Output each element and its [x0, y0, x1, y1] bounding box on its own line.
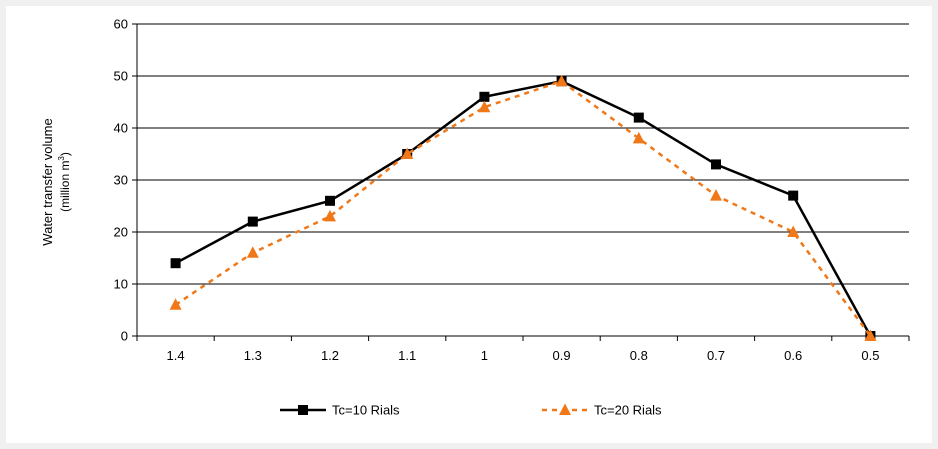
series-line [174, 79, 872, 337]
gridlines [137, 23, 909, 285]
data-point [632, 131, 645, 144]
data-point [324, 209, 336, 222]
series-2 [169, 74, 877, 341]
x-tick-label: 0.8 [630, 348, 648, 363]
legend-label: Tc=10 Rials [332, 403, 400, 418]
x-tick-label: 1.2 [321, 348, 339, 363]
y-tick-label: 10 [114, 277, 128, 292]
y-axis-label: Water transfer volume (million m3) [40, 118, 72, 245]
data-point [246, 246, 259, 258]
x-tick-label: 0.9 [553, 348, 571, 363]
legend-marker [298, 405, 308, 415]
line-chart: 0 10 20 30 40 50 60 1.4 1.3 1.2 1.1 1 0.9 0.8 0.7 0.6 0… [40, 17, 910, 418]
data-point [788, 190, 799, 201]
data-point [247, 216, 258, 227]
y-tick-label: 20 [114, 225, 128, 240]
y-axis-unit: (million m3) [57, 152, 72, 212]
legend-item: Tc=10 Rials [280, 403, 400, 418]
x-tick-label: 1 [481, 348, 488, 363]
data-point [401, 147, 414, 159]
x-tick-labels: 1.4 1.3 1.2 1.1 1 0.9 0.8 0.7 0.6 0.5 [167, 348, 880, 363]
series-layer [169, 74, 877, 341]
data-point [479, 91, 490, 102]
x-tick-label: 1.3 [244, 348, 262, 363]
x-tick-label: 1.4 [167, 348, 185, 363]
y-axis-unit-suffix: ) [58, 152, 72, 156]
legend-marker [559, 403, 571, 415]
x-tick-label: 1.1 [398, 348, 416, 363]
data-point [169, 298, 182, 310]
legend-item: Tc=20 Rials [542, 403, 662, 418]
data-point [710, 189, 722, 201]
y-axis-unit-sup: 3 [57, 156, 66, 161]
legend: Tc=10 Rials Tc=20 Rials [280, 403, 662, 418]
chart-frame: 0 10 20 30 40 50 60 1.4 1.3 1.2 1.1 1 0.9 0.8 0.7 0.6 0… [6, 6, 932, 443]
x-tick-label: 0.7 [707, 348, 725, 363]
data-point [633, 112, 644, 123]
y-axis-title: Water transfer volume [40, 118, 55, 245]
data-point [711, 159, 721, 170]
data-point [555, 74, 568, 87]
data-point [864, 329, 877, 341]
series-line [175, 79, 872, 337]
x-tick-label: 0.5 [861, 348, 879, 363]
data-point [478, 100, 491, 113]
axes [132, 23, 910, 341]
y-tick-label: 50 [114, 69, 128, 84]
x-tick-label: 0.6 [784, 348, 802, 363]
series-1 [170, 76, 876, 341]
legend-label: Tc=20 Rials [594, 403, 662, 418]
y-tick-label: 40 [114, 121, 128, 136]
y-tick-label: 60 [114, 17, 128, 32]
data-point [325, 195, 335, 206]
y-tick-label: 30 [114, 173, 128, 188]
data-point [787, 225, 800, 237]
y-tick-labels: 0 10 20 30 40 50 60 [114, 17, 128, 344]
data-point [170, 258, 181, 269]
y-axis-unit-prefix: (million m [58, 161, 72, 212]
y-tick-label: 0 [121, 329, 128, 344]
